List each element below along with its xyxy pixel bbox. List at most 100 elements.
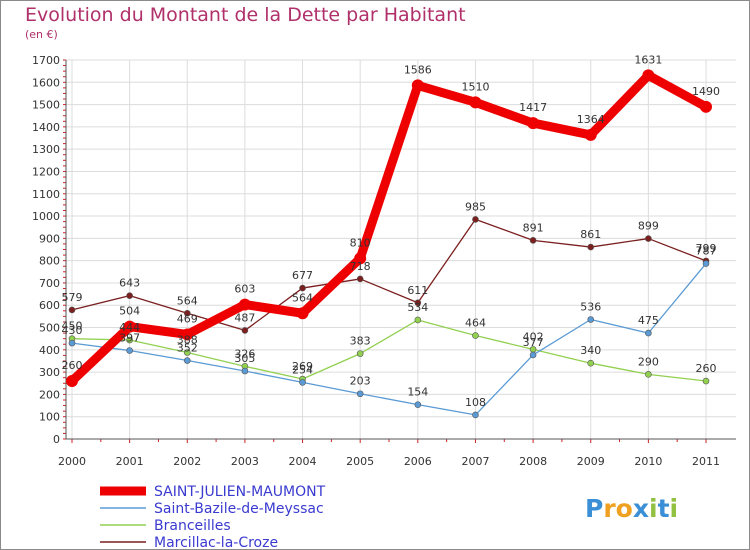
data-label: 388 [177, 333, 198, 346]
logo-letter: P [585, 494, 604, 523]
logo-letter: x [632, 494, 649, 523]
data-label: 377 [523, 336, 544, 349]
y-tick-label: 1000 [32, 210, 60, 223]
y-tick-label: 1700 [32, 54, 60, 67]
logo-letter: i [649, 494, 658, 523]
data-label: 891 [523, 221, 544, 234]
data-label: 564 [292, 291, 313, 304]
data-point [183, 309, 191, 317]
y-tick-label: 100 [39, 411, 60, 424]
series-line-1 [67, 70, 711, 386]
y-tick-label: 500 [39, 322, 60, 335]
x-tick-label: 2011 [692, 455, 720, 468]
data-label: 108 [465, 396, 486, 409]
data-point [645, 371, 652, 378]
chart-title: Evolution du Montant de la Dette par Hab… [25, 4, 466, 26]
series-line-4 [71, 218, 707, 332]
data-point [642, 69, 655, 82]
data-label: 154 [407, 386, 428, 399]
data-point [296, 307, 309, 320]
data-label: 397 [119, 331, 140, 344]
x-tick-label: 2004 [289, 455, 317, 468]
x-tick-label: 2005 [346, 455, 374, 468]
chart-subtitle: (en €) [25, 28, 58, 41]
data-label: 677 [292, 269, 313, 282]
data-point [414, 316, 422, 324]
data-label: 269 [292, 360, 313, 373]
data-label: 475 [638, 314, 659, 327]
data-label: 487 [234, 311, 255, 324]
data-label: 383 [350, 335, 371, 348]
y-tick-label: 1500 [32, 99, 60, 112]
data-point [238, 298, 251, 311]
legend-label: SAINT-JULIEN-MAUMONT [154, 484, 326, 500]
data-label: 718 [350, 260, 371, 273]
legend-label: Saint-Bazile-de-Meyssac [154, 501, 324, 517]
data-point [356, 390, 364, 398]
data-label: 985 [465, 200, 486, 213]
data-point [587, 359, 595, 367]
data-point [68, 306, 76, 314]
legend-label: Branceilles [154, 518, 231, 534]
data-label: 579 [62, 291, 83, 304]
data-point [472, 216, 479, 223]
x-tick-label: 2010 [634, 455, 662, 468]
data-label: 290 [638, 355, 659, 368]
data-point [587, 243, 595, 251]
data-label: 534 [407, 301, 428, 314]
legend-label: Marcillac-la-Croze [154, 535, 278, 550]
data-point [68, 339, 76, 347]
data-label: 810 [350, 236, 371, 249]
y-tick-label: 1600 [32, 76, 60, 89]
data-point [472, 332, 479, 339]
data-point [527, 117, 540, 130]
data-label: 326 [234, 347, 255, 360]
data-point [126, 347, 133, 354]
series-line-3 [71, 319, 707, 382]
data-point [66, 375, 78, 388]
y-tick-label: 1100 [32, 188, 60, 201]
data-point [414, 401, 422, 408]
y-tick-label: 900 [39, 232, 60, 245]
data-point [299, 379, 306, 386]
data-point [123, 320, 136, 333]
x-tick-label: 2007 [461, 455, 489, 468]
x-tick-label: 2006 [404, 455, 432, 468]
data-point [702, 377, 710, 385]
data-point [469, 96, 482, 109]
data-label: 340 [580, 344, 601, 357]
data-label: 450 [62, 320, 83, 333]
data-point [584, 128, 597, 141]
data-label: 402 [523, 330, 544, 343]
data-point [241, 327, 249, 334]
y-tick-label: 0 [53, 433, 60, 446]
y-tick-label: 800 [39, 255, 60, 268]
data-label: 254 [292, 363, 313, 376]
x-tick-label: 2003 [231, 455, 259, 468]
series-line-2 [71, 262, 707, 416]
data-label: 1586 [404, 63, 432, 76]
data-label: 504 [119, 305, 140, 318]
data-point [529, 351, 537, 359]
data-point [700, 100, 712, 113]
data-point [241, 367, 249, 375]
y-tick-label: 600 [39, 299, 60, 312]
data-point [299, 284, 306, 292]
data-label: 611 [407, 284, 428, 297]
data-label: 899 [638, 220, 659, 233]
data-label: 1490 [692, 85, 720, 98]
data-label: 1364 [577, 113, 605, 126]
data-label: 799 [696, 242, 717, 255]
data-label: 861 [580, 228, 601, 241]
x-tick-label: 2008 [519, 455, 547, 468]
data-label: 1417 [519, 101, 547, 114]
data-point [356, 350, 364, 357]
data-point [126, 292, 133, 299]
data-label: 352 [177, 342, 198, 355]
logo-letter: r [603, 494, 616, 523]
y-tick-label: 200 [39, 388, 60, 401]
data-label: 430 [62, 324, 83, 337]
data-point [529, 237, 537, 244]
data-label: 787 [696, 245, 717, 258]
